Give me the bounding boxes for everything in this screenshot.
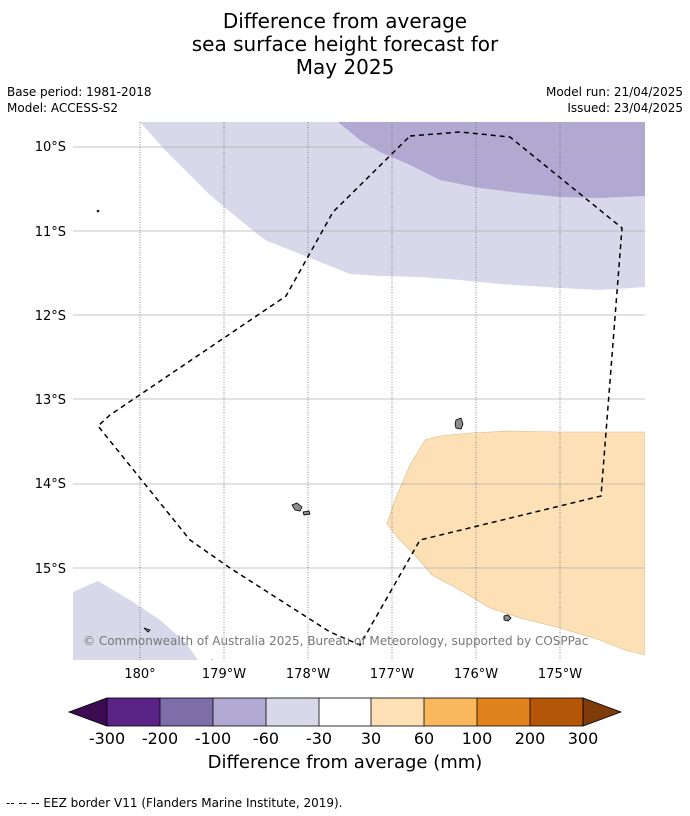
colorbar-tick-label: 60 [413, 729, 435, 748]
colorbar-extend-high [582, 697, 623, 727]
island-futuna [291, 502, 303, 512]
colorbar [67, 697, 623, 727]
colorbar-tick-label: -100 [194, 729, 232, 748]
copyright-text: © Commonwealth of Australia 2025, Bureau… [83, 634, 588, 648]
colorbar-segment-6 [371, 698, 424, 726]
eez-footnote: -- -- -- EEZ border V11 (Flanders Marine… [6, 796, 343, 810]
latitude-labels: 10°S 11°S 12°S 13°S 14°S 15°S [35, 140, 66, 577]
colorbar-segment-3 [213, 698, 266, 726]
colorbar-tick-label: 30 [360, 729, 382, 748]
lat-label-11s: 11°S [35, 225, 66, 240]
colorbar-tick-label: -30 [305, 729, 333, 748]
colorbar-outline [106, 697, 584, 727]
model-run-text: Model run: 21/04/2025 [545, 85, 683, 99]
anomaly-region-neg-200-100 [338, 122, 645, 198]
lon-label-179w: 179°W [202, 667, 246, 682]
island-niuafoou [503, 614, 512, 622]
colorbar-dividers [159, 698, 531, 726]
island-wallis [454, 417, 464, 430]
island-alofi [302, 510, 311, 516]
colorbar-tick-label: -60 [252, 729, 280, 748]
lon-label-175w: 175°W [538, 667, 582, 682]
eez-border [96, 131, 623, 646]
colorbar-segment-1 [107, 698, 160, 726]
lat-label-10s: 10°S [35, 140, 66, 155]
island-small-northwest [96, 209, 100, 213]
map-area: © Commonwealth of Australia 2025, Bureau… [73, 122, 645, 660]
latitude-gridlines [73, 146, 645, 569]
island-small-southwest [143, 627, 151, 633]
base-period-text: Base period: 1981-2018 [7, 85, 152, 99]
lat-label-14s: 14°S [35, 477, 66, 492]
lon-label-177w: 177°W [370, 667, 414, 682]
lat-label-12s: 12°S [35, 309, 66, 324]
lon-label-180: 180° [124, 667, 155, 682]
map-title-line-1: Difference from average [222, 9, 468, 33]
anomaly-region-neg-60-30-southwest [73, 581, 198, 660]
island-small-south [211, 659, 213, 660]
anomaly-region-pos-30-60 [386, 430, 645, 656]
colorbar-segment-2 [160, 698, 213, 726]
islands [96, 209, 512, 660]
lat-label-13s: 13°S [35, 393, 66, 408]
colorbar-title: Difference from average (mm) [207, 752, 483, 773]
colorbar-tick-label: 300 [567, 729, 599, 748]
colorbar-tick-label: -300 [88, 729, 126, 748]
longitude-gridlines [139, 122, 561, 660]
map-title-line-2: sea surface height forecast for [191, 32, 499, 56]
map-title-line-3: May 2025 [295, 55, 395, 79]
model-text: Model: ACCESS-S2 [7, 101, 119, 115]
colorbar-segment-7 [424, 698, 477, 726]
colorbar-segment-8 [477, 698, 530, 726]
lon-label-178w: 178°W [286, 667, 330, 682]
colorbar-tick-label: 200 [514, 729, 546, 748]
colorbar-tick-label: 100 [461, 729, 493, 748]
longitude-labels: 180° 179°W 178°W 177°W 176°W 175°W [124, 667, 582, 682]
colorbar-extend-low [67, 697, 108, 727]
colorbar-segment-5 [319, 698, 371, 726]
lon-label-176w: 176°W [454, 667, 498, 682]
colorbar-tick-label: -200 [141, 729, 179, 748]
issued-text: Issued: 23/04/2025 [567, 101, 683, 115]
colorbar-segment-9 [530, 698, 583, 726]
lat-label-15s: 15°S [35, 562, 66, 577]
colorbar-segment-4 [266, 698, 319, 726]
